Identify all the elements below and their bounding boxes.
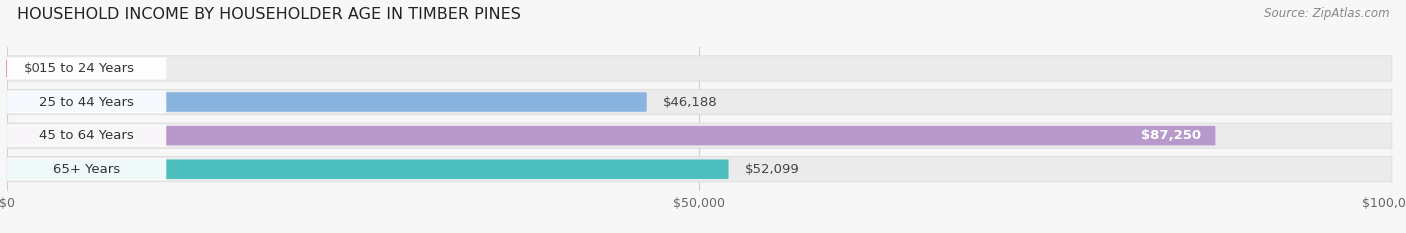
Text: $0: $0 xyxy=(24,62,41,75)
FancyBboxPatch shape xyxy=(7,56,1392,81)
FancyBboxPatch shape xyxy=(7,92,647,112)
FancyBboxPatch shape xyxy=(7,123,1392,148)
Text: $87,250: $87,250 xyxy=(1142,129,1202,142)
FancyBboxPatch shape xyxy=(7,158,166,180)
Text: Source: ZipAtlas.com: Source: ZipAtlas.com xyxy=(1264,7,1389,20)
FancyBboxPatch shape xyxy=(7,89,1392,115)
Text: $46,188: $46,188 xyxy=(664,96,718,109)
FancyBboxPatch shape xyxy=(7,125,166,147)
Text: 15 to 24 Years: 15 to 24 Years xyxy=(39,62,134,75)
Text: 45 to 64 Years: 45 to 64 Years xyxy=(39,129,134,142)
FancyBboxPatch shape xyxy=(7,126,1215,145)
Text: 25 to 44 Years: 25 to 44 Years xyxy=(39,96,134,109)
FancyBboxPatch shape xyxy=(7,57,166,79)
FancyBboxPatch shape xyxy=(7,157,1392,182)
Text: $52,099: $52,099 xyxy=(745,163,800,176)
Text: 65+ Years: 65+ Years xyxy=(53,163,121,176)
FancyBboxPatch shape xyxy=(7,91,166,113)
FancyBboxPatch shape xyxy=(7,159,728,179)
Text: HOUSEHOLD INCOME BY HOUSEHOLDER AGE IN TIMBER PINES: HOUSEHOLD INCOME BY HOUSEHOLDER AGE IN T… xyxy=(17,7,520,22)
